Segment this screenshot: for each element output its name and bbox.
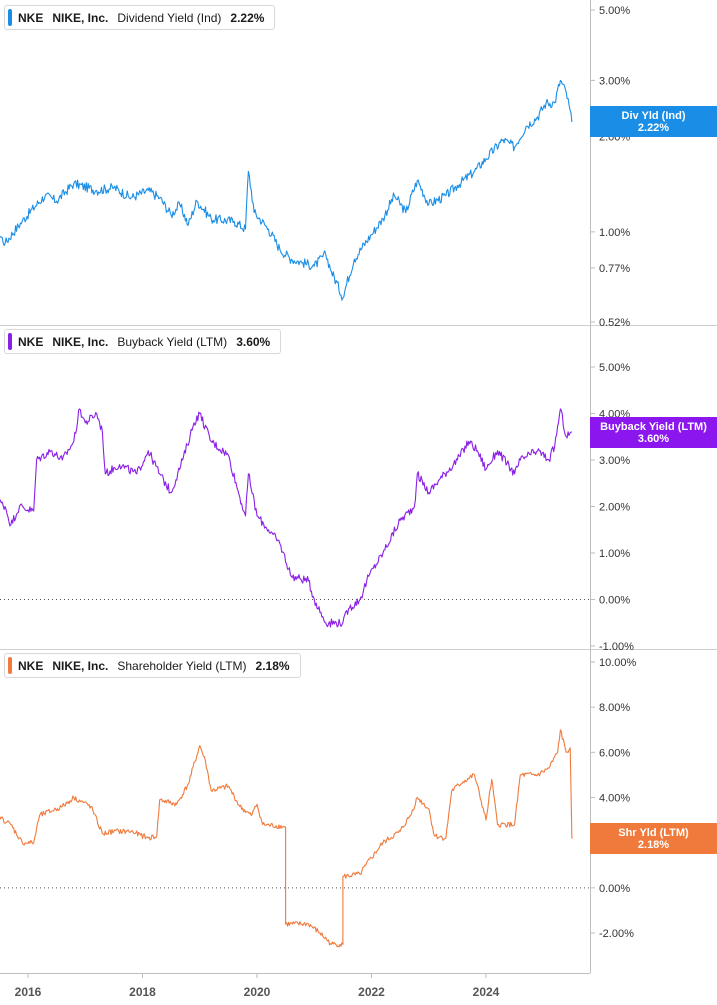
buyback-yield-legend: NKE NIKE, Inc. Buyback Yield (LTM) 3.60%: [4, 329, 282, 354]
shareholder-tag-label: Shr Yld (LTM): [618, 826, 689, 839]
y-tick-label: 1.00%: [599, 227, 630, 239]
y-tick-label: 10.00%: [599, 657, 637, 669]
dividend-tag-label: Div Yld (Ind): [621, 109, 686, 122]
y-tick-label: 0.77%: [599, 263, 630, 275]
y-tick-label: 3.00%: [599, 455, 630, 467]
dividend-value-tag: Div Yld (Ind) 2.22%: [590, 106, 717, 137]
buyback-legend-company: NIKE, Inc.: [52, 334, 109, 349]
y-tick-label: 1.00%: [599, 548, 630, 560]
y-tick-label: 0.00%: [599, 883, 630, 895]
dividend-legend-value: 2.22%: [230, 10, 265, 25]
dividend-legend-ticker: NKE: [18, 10, 44, 25]
x-tick-label: 2022: [358, 985, 385, 999]
dividend-legend-company: NIKE, Inc.: [52, 10, 109, 25]
shareholder-tag-value: 2.18%: [637, 838, 670, 851]
dividend-legend-metric: Dividend Yield (Ind): [117, 10, 222, 25]
buyback-tag-value: 3.60%: [637, 432, 670, 445]
shareholder-legend-metric: Shareholder Yield (LTM): [117, 658, 247, 673]
buyback-tag-label: Buyback Yield (LTM): [600, 420, 707, 433]
x-tick-label: 2020: [244, 985, 271, 999]
y-tick-label: 8.00%: [599, 702, 630, 714]
shr-series-line: [0, 729, 573, 948]
shareholder-legend-ticker: NKE: [18, 658, 44, 673]
shareholder-legend-value: 2.18%: [255, 658, 290, 673]
shareholder-value-tag: Shr Yld (LTM) 2.18%: [590, 823, 717, 854]
dividend-yield-legend: NKE NIKE, Inc. Dividend Yield (Ind) 2.22…: [4, 5, 276, 30]
y-tick-label: 5.00%: [599, 362, 630, 374]
buyback-legend-ticker: NKE: [18, 334, 44, 349]
y-tick-label: 0.00%: [599, 595, 630, 607]
x-tick-label: 2018: [129, 985, 156, 999]
y-tick-label: 4.00%: [599, 793, 630, 805]
y-tick-label: 0.52%: [599, 317, 630, 329]
x-tick-label: 2024: [473, 985, 500, 999]
y-tick-label: 6.00%: [599, 747, 630, 759]
buyback-legend-value: 3.60%: [236, 334, 271, 349]
shareholder-legend-swatch: [8, 657, 12, 674]
shareholder-legend-company: NIKE, Inc.: [52, 658, 109, 673]
buyback-value-tag: Buyback Yield (LTM) 3.60%: [590, 417, 717, 448]
y-tick-label: 5.00%: [599, 5, 630, 17]
x-tick-label: 2016: [15, 985, 42, 999]
y-tick-label: 3.00%: [599, 75, 630, 87]
div-series-line: [0, 79, 573, 301]
buy-series-line: [0, 408, 572, 628]
y-tick-label: 2.00%: [599, 502, 630, 514]
y-tick-label: -1.00%: [599, 641, 634, 653]
buyback-legend-metric: Buyback Yield (LTM): [117, 334, 228, 349]
dividend-legend-swatch: [8, 9, 12, 26]
dividend-tag-value: 2.22%: [637, 121, 670, 134]
buyback-legend-swatch: [8, 333, 12, 350]
y-tick-label: -2.00%: [599, 928, 634, 940]
shareholder-yield-legend: NKE NIKE, Inc. Shareholder Yield (LTM) 2…: [4, 653, 301, 678]
